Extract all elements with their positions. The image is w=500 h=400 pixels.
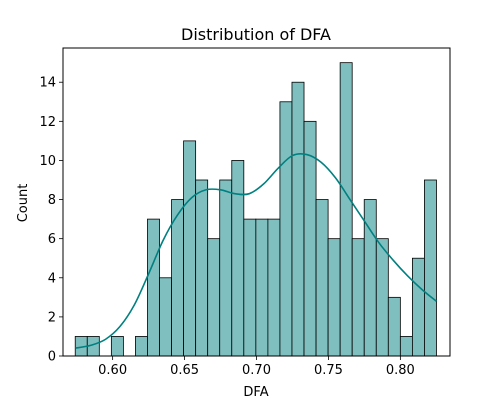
histogram-bar bbox=[110, 336, 124, 357]
y-tick-label: 2 bbox=[48, 310, 56, 325]
histogram-bar bbox=[327, 238, 341, 357]
histogram-bar bbox=[279, 101, 293, 357]
histogram-bar bbox=[315, 199, 329, 357]
histogram-bar bbox=[411, 257, 425, 357]
histogram-bar bbox=[195, 179, 209, 357]
histogram-bar bbox=[399, 336, 413, 357]
y-axis-title: Count bbox=[16, 184, 31, 223]
histogram-bar bbox=[387, 296, 401, 357]
histogram-bar bbox=[351, 238, 365, 357]
histogram-bar bbox=[303, 120, 317, 357]
histogram-bar bbox=[207, 238, 221, 357]
x-tick-label: 0.75 bbox=[314, 363, 343, 378]
y-tick-label: 14 bbox=[39, 76, 56, 91]
x-tick-label: 0.60 bbox=[98, 363, 127, 378]
histogram-bar bbox=[375, 238, 389, 357]
y-tick-label: 4 bbox=[48, 271, 56, 286]
x-tick-label: 0.80 bbox=[386, 363, 415, 378]
x-tick-label: 0.65 bbox=[170, 363, 199, 378]
x-axis-ticks: 0.60 0.65 0.70 0.75 0.80 bbox=[98, 356, 415, 378]
histogram-bar bbox=[267, 218, 281, 357]
histogram-bar bbox=[339, 62, 353, 357]
kde-curve bbox=[75, 152, 437, 349]
histogram-bar bbox=[159, 277, 172, 357]
histogram-bar bbox=[424, 179, 437, 357]
histogram-bar bbox=[135, 336, 148, 357]
histogram-bar bbox=[243, 218, 257, 357]
histogram-bar bbox=[291, 81, 305, 357]
histogram-bar bbox=[147, 218, 160, 357]
y-tick-label: 6 bbox=[48, 232, 56, 247]
y-tick-label: 8 bbox=[48, 193, 56, 208]
x-tick-label: 0.70 bbox=[242, 363, 271, 378]
y-tick-label: 10 bbox=[39, 154, 56, 169]
y-axis-ticks: 0 2 4 6 8 10 12 14 bbox=[39, 76, 63, 365]
histogram-bar bbox=[255, 218, 269, 357]
y-tick-label: 0 bbox=[48, 350, 56, 365]
histogram-bars bbox=[74, 62, 437, 357]
histogram-bar bbox=[183, 140, 197, 357]
chart-title: Distribution of DFA bbox=[181, 25, 331, 44]
histogram-bar bbox=[219, 179, 233, 357]
y-tick-label: 12 bbox=[39, 115, 56, 130]
x-axis-title: DFA bbox=[243, 385, 268, 400]
histogram-bar bbox=[231, 160, 245, 357]
plot-frame bbox=[62, 47, 451, 357]
